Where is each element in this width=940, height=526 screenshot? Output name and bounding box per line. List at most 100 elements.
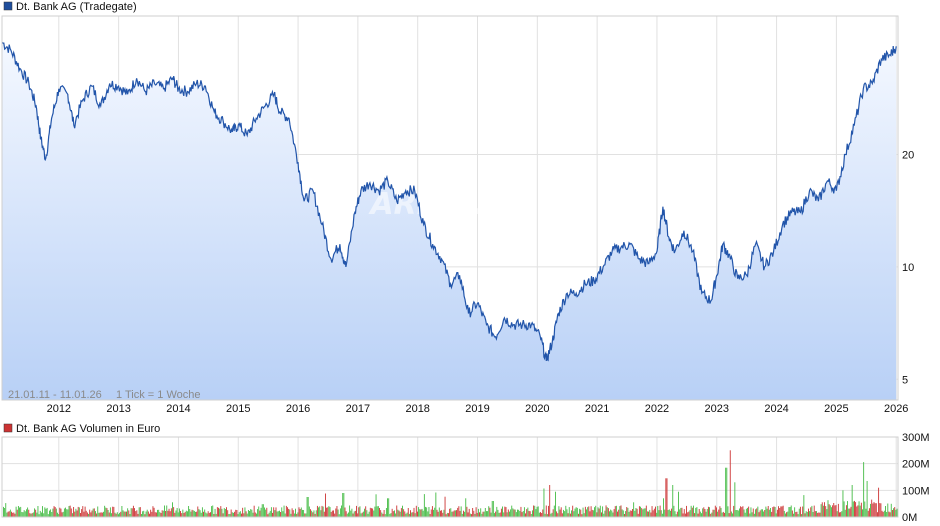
volume-bar <box>280 512 282 517</box>
volume-bar <box>270 507 272 517</box>
volume-bar <box>137 513 139 517</box>
volume-bar <box>583 513 585 517</box>
volume-bar <box>518 509 520 517</box>
volume-bar <box>659 505 661 517</box>
volume-bar <box>492 501 494 517</box>
volume-bar <box>866 481 868 517</box>
volume-bar <box>553 505 555 517</box>
volume-bar <box>714 505 716 517</box>
volume-bar <box>753 513 755 517</box>
volume-bar <box>825 506 827 517</box>
volume-bar <box>867 510 869 517</box>
volume-bar <box>534 505 536 517</box>
volume-bar <box>535 509 537 517</box>
volume-bar <box>801 514 802 517</box>
volume-bar <box>408 513 410 517</box>
volume-bar <box>284 513 286 517</box>
volume-bar <box>469 513 471 517</box>
volume-bar <box>252 512 254 517</box>
volume-bar <box>523 507 525 517</box>
volume-bar <box>38 514 40 517</box>
volume-bar <box>454 510 456 517</box>
volume-bar <box>180 511 181 517</box>
volume-bar <box>682 513 684 517</box>
volume-bar <box>176 508 178 517</box>
volume-bar <box>7 511 9 517</box>
volume-bar <box>274 510 276 517</box>
volume-bar <box>92 508 94 517</box>
volume-bar <box>604 510 606 517</box>
volume-bar <box>373 510 375 517</box>
volume-bar <box>568 507 570 517</box>
volume-bar <box>345 511 347 517</box>
volume-bar <box>526 509 528 517</box>
volume-bar <box>392 511 394 517</box>
volume-bar <box>564 511 566 517</box>
volume-bar <box>5 503 7 517</box>
volume-bar <box>291 508 293 517</box>
volume-bar <box>670 510 671 517</box>
volume-bar <box>595 505 597 517</box>
volume-bar <box>6 512 8 517</box>
volume-bar <box>16 509 18 517</box>
volume-bar <box>701 513 702 517</box>
volume-bar <box>519 511 521 517</box>
volume-bar <box>479 512 480 517</box>
volume-bar <box>400 508 402 517</box>
price-y-tick-label: 10 <box>902 262 914 274</box>
volume-bar <box>218 507 219 517</box>
volume-bar <box>745 508 747 517</box>
volume-bar <box>436 509 438 517</box>
volume-bar <box>787 511 789 517</box>
volume-bar <box>509 511 510 517</box>
volume-bar <box>552 509 554 517</box>
volume-bar <box>546 514 548 517</box>
volume-bar <box>810 507 812 517</box>
volume-bar <box>748 506 750 517</box>
volume-bar <box>226 507 227 517</box>
volume-bar <box>257 509 259 517</box>
volume-bar <box>733 505 735 517</box>
volume-bar <box>54 507 56 517</box>
volume-y-tick-label: 200M <box>902 459 930 471</box>
volume-bar <box>575 507 577 517</box>
volume-bar <box>696 507 698 517</box>
volume-bar <box>62 511 64 517</box>
volume-bar <box>503 512 505 517</box>
volume-bar <box>789 507 791 517</box>
volume-bar <box>660 510 662 517</box>
volume-bar <box>649 509 651 517</box>
volume-bar <box>453 510 455 517</box>
volume-bar <box>230 509 232 517</box>
volume-bar <box>780 506 782 517</box>
volume-bar <box>484 508 486 517</box>
volume-bar <box>330 511 332 517</box>
volume-bar <box>678 491 679 517</box>
volume-bar <box>603 513 605 517</box>
volume-bar <box>40 512 42 517</box>
volume-bar <box>541 513 543 517</box>
volume-bar <box>476 512 478 517</box>
volume-bar <box>241 513 242 517</box>
volume-bar <box>166 505 168 517</box>
volume-bar <box>845 505 847 517</box>
volume-bar <box>557 513 559 517</box>
volume-bar <box>146 509 148 517</box>
volume-bar <box>618 509 620 517</box>
volume-bar <box>896 508 898 517</box>
volume-bar <box>757 506 759 517</box>
volume-bar <box>116 512 118 517</box>
volume-bar <box>827 500 829 517</box>
volume-bar <box>105 507 107 517</box>
volume-bar <box>383 510 385 517</box>
volume-bar <box>599 505 601 517</box>
volume-bar <box>797 514 799 517</box>
volume-bar <box>507 509 509 517</box>
volume-bar <box>873 502 875 517</box>
volume-bar <box>305 513 307 517</box>
volume-bar <box>29 513 31 517</box>
volume-bar <box>602 506 604 517</box>
volume-bar <box>60 508 62 517</box>
volume-bar <box>636 508 638 517</box>
volume-bar <box>43 513 45 517</box>
